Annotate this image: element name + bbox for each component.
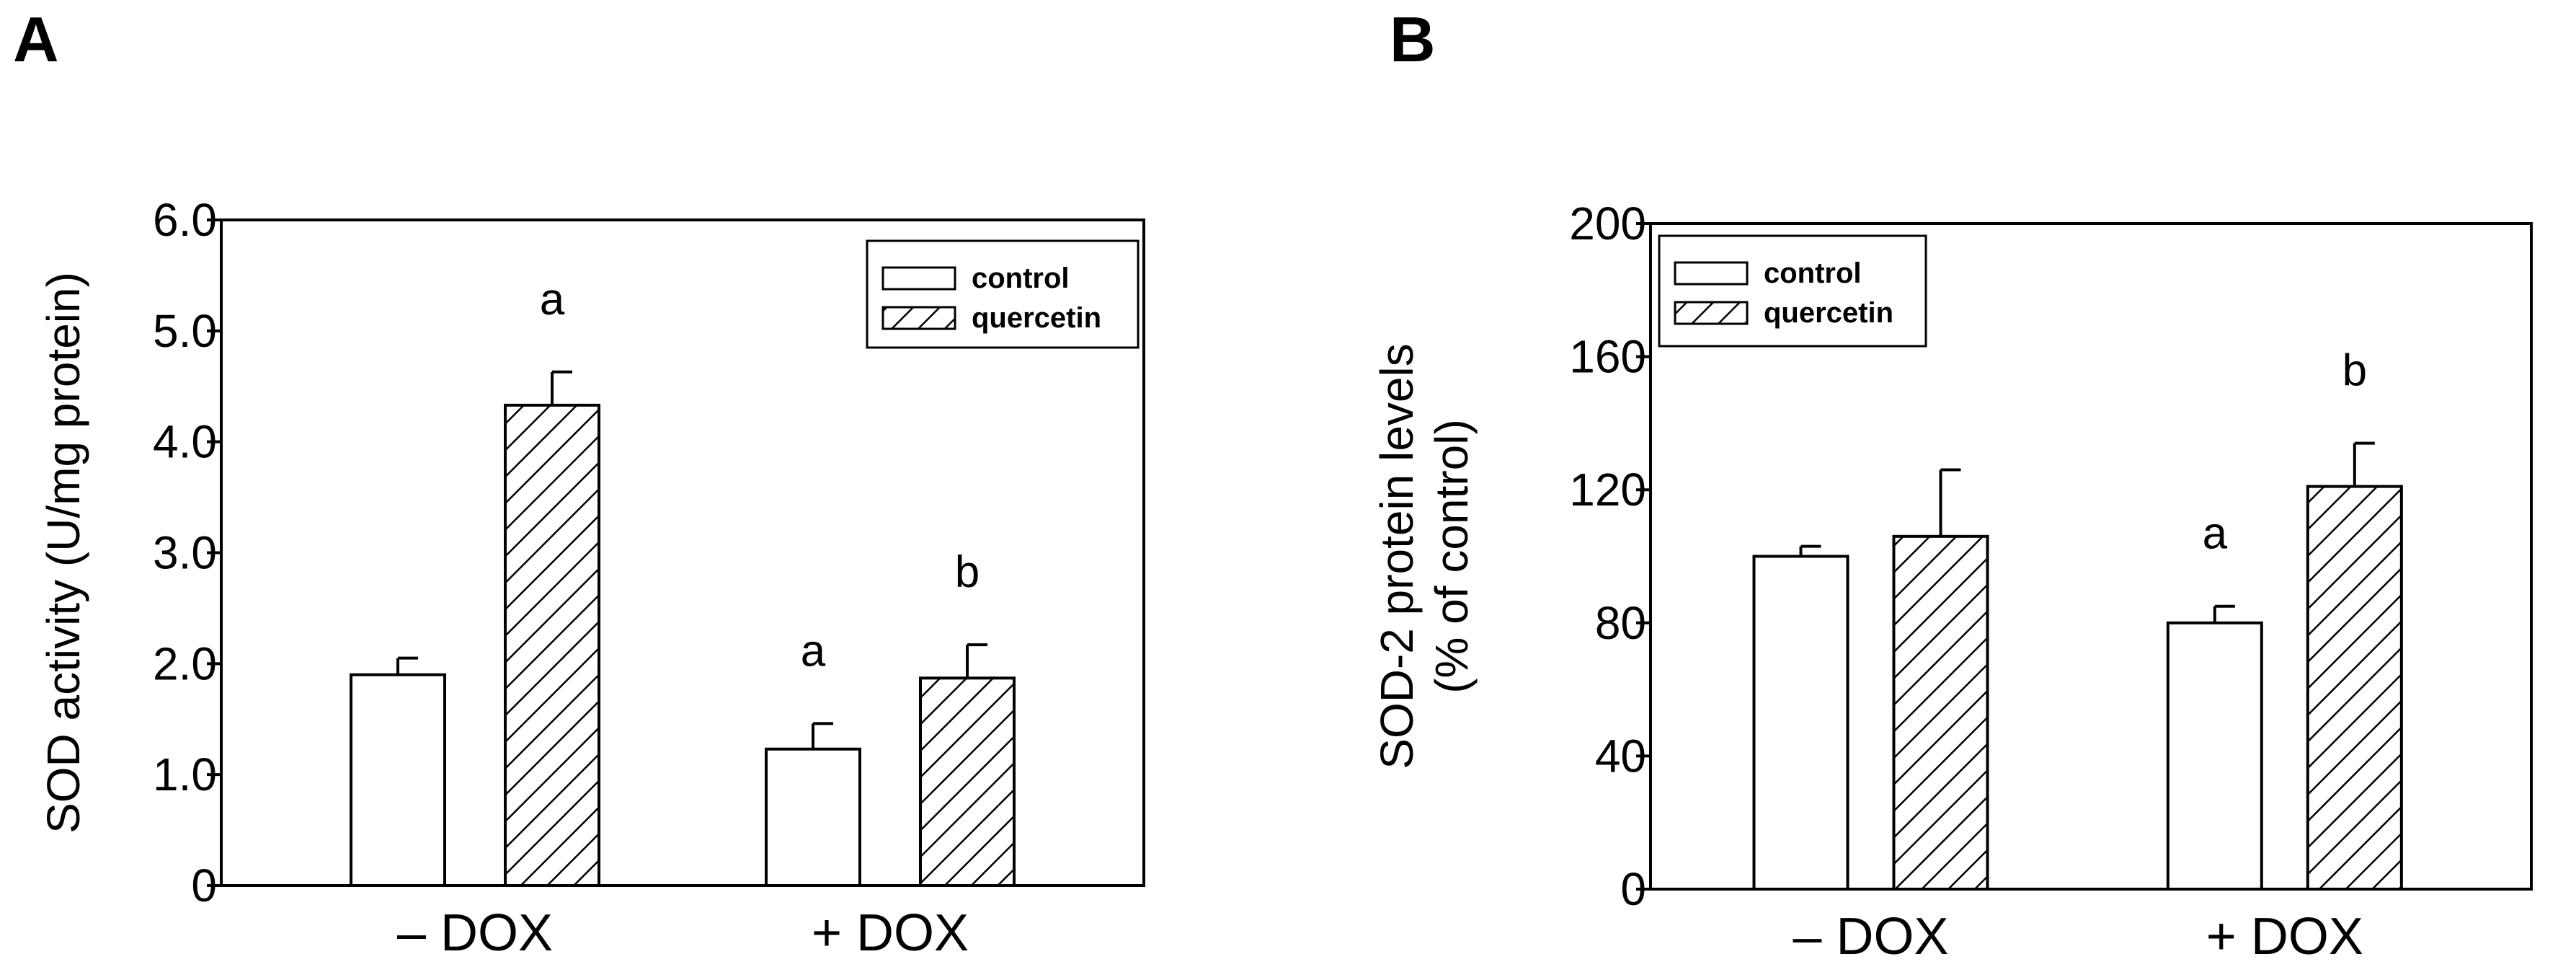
x-category-label: – DOX [397,904,553,962]
y-tick-label: 1.0 [153,749,217,800]
legend-label-control: control [1764,257,1862,289]
bar-quercetin [1892,534,1989,891]
significance-label: b [2342,346,2367,396]
y-tick-label: 2.0 [153,637,217,689]
panel-b: B 0 40 80 120 160 200 SOD-2 protein levels (% of… [1371,4,2533,966]
bar-control [765,747,861,888]
x-category-label: + DOX [2206,908,2363,966]
legend-label-quercetin: quercetin [972,302,1101,334]
y-tick-label: 5.0 [153,305,217,357]
panel-a: A 0 1.0 2.0 3.0 4.0 5.0 6.0 SOD activity (U/mg p… [13,4,1145,962]
panel-letter: A [13,4,59,75]
legend-label-quercetin: quercetin [1764,297,1893,329]
legend-box [866,239,1140,349]
bar-quercetin [919,676,1016,887]
y-axis-label: SOD-2 protein levels [1371,343,1423,769]
bar-quercetin [504,403,600,887]
y-tick-label: 40 [1595,730,1646,782]
bar-quercetin [2306,485,2403,891]
x-category-label: + DOX [812,904,969,962]
y-tick-label: 4.0 [153,416,217,468]
legend-swatch-quercetin [1674,301,1749,325]
bar-control [350,673,446,887]
significance-label: a [801,626,826,676]
plot-frame [1649,222,2533,891]
y-tick-label: 80 [1595,597,1646,649]
legend-swatch-control [1674,261,1749,286]
legend-box [1658,234,1927,348]
y-tick-label: 160 [1569,331,1646,383]
y-tick-label: 0 [191,860,217,911]
y-tick-label: 3.0 [153,527,217,579]
legend-swatch-quercetin [881,306,956,330]
legend-swatch-control [881,266,956,291]
significance-label: b [955,547,980,597]
y-tick-label: 6.0 [153,194,217,246]
y-axis-label: SOD activity (U/mg protein) [37,272,89,834]
x-category-label: – DOX [1793,908,1948,966]
y-tick-label: 200 [1569,198,1646,250]
y-tick-label: 0 [1620,863,1646,915]
bar-control [2166,621,2263,891]
bar-control [1752,555,1849,891]
y-axis-label-line2: (% of control) [1426,419,1478,694]
y-tick-label: 120 [1569,464,1646,516]
legend-label-control: control [972,262,1070,294]
significance-label: a [2203,509,2228,559]
panel-letter: B [1390,4,1436,75]
significance-label: a [540,275,565,324]
